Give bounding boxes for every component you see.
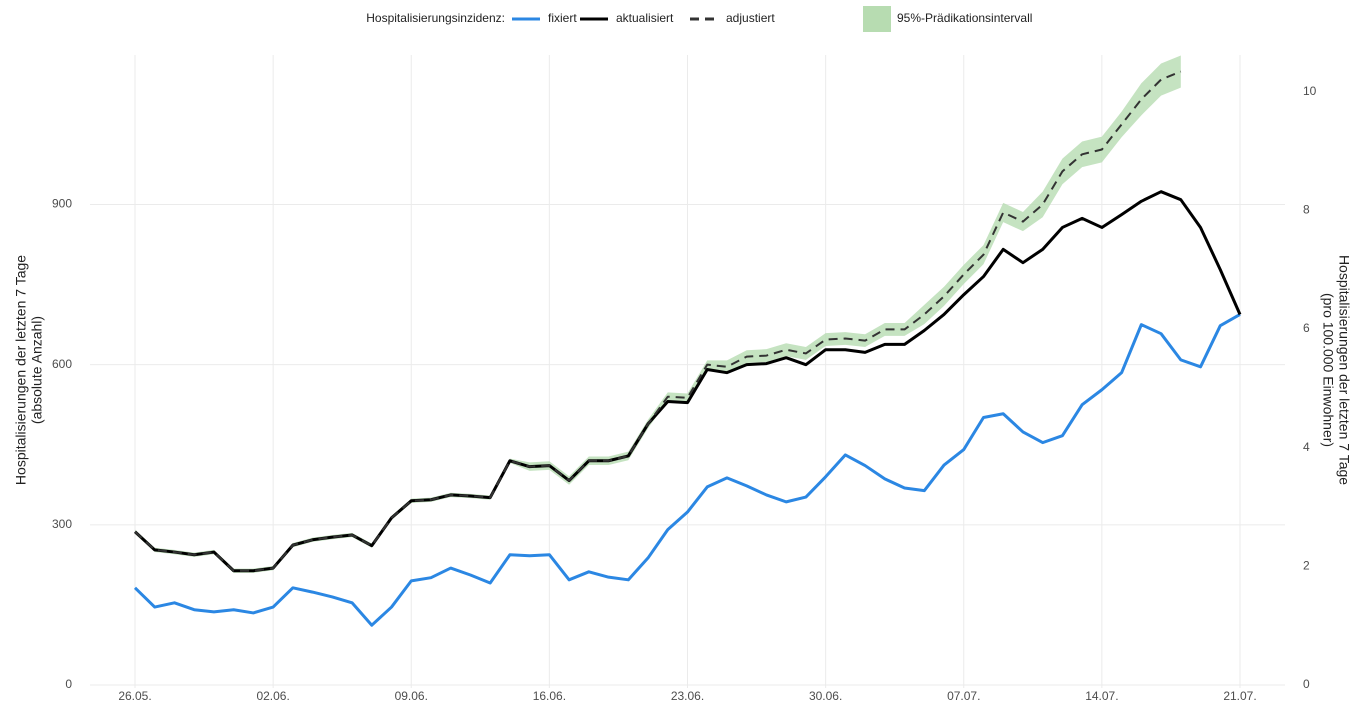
y2-tick-label: 10: [1303, 84, 1317, 98]
x-tick-label: 07.07.: [947, 689, 980, 703]
x-tick-label: 26.05.: [118, 689, 151, 703]
legend-label: aktualisiert: [616, 11, 674, 25]
y2-axis-subtitle: (pro 100.000 Einwohner): [1320, 293, 1336, 447]
legend-label: adjustiert: [726, 11, 775, 25]
series-line: [133, 313, 1241, 627]
y-tick-label: 0: [65, 677, 72, 691]
y2-tick-label: 0: [1303, 677, 1310, 691]
y2-axis-title: Hospitalisierungen der letzten 7 Tage: [1336, 255, 1352, 485]
legend-title: Hospitalisierungsinzidenz:: [366, 11, 505, 25]
y-tick-label: 900: [52, 197, 72, 211]
y-axis-subtitle: (absolute Anzahl): [29, 316, 45, 424]
y-tick-label: 600: [52, 357, 72, 371]
x-tick-label: 14.07.: [1085, 689, 1118, 703]
prediction-band: [135, 55, 1181, 573]
x-tick-label: 02.06.: [256, 689, 289, 703]
y2-tick-label: 8: [1303, 203, 1310, 217]
legend-swatch: [863, 6, 891, 32]
y-axis-title: Hospitalisierungen der letzten 7 Tage: [13, 255, 29, 485]
series-line: [134, 70, 1182, 572]
legend-label: fixiert: [548, 11, 577, 25]
y2-tick-label: 6: [1303, 321, 1310, 335]
y2-tick-label: 2: [1303, 559, 1310, 573]
y-tick-label: 300: [52, 517, 72, 531]
x-tick-label: 09.06.: [395, 689, 428, 703]
x-tick-label: 16.06.: [533, 689, 566, 703]
x-tick-label: 30.06.: [809, 689, 842, 703]
x-tick-label: 21.07.: [1223, 689, 1256, 703]
legend-label: 95%-Prädikationsintervall: [897, 11, 1032, 25]
x-tick-label: 23.06.: [671, 689, 704, 703]
y2-tick-label: 4: [1303, 440, 1310, 454]
